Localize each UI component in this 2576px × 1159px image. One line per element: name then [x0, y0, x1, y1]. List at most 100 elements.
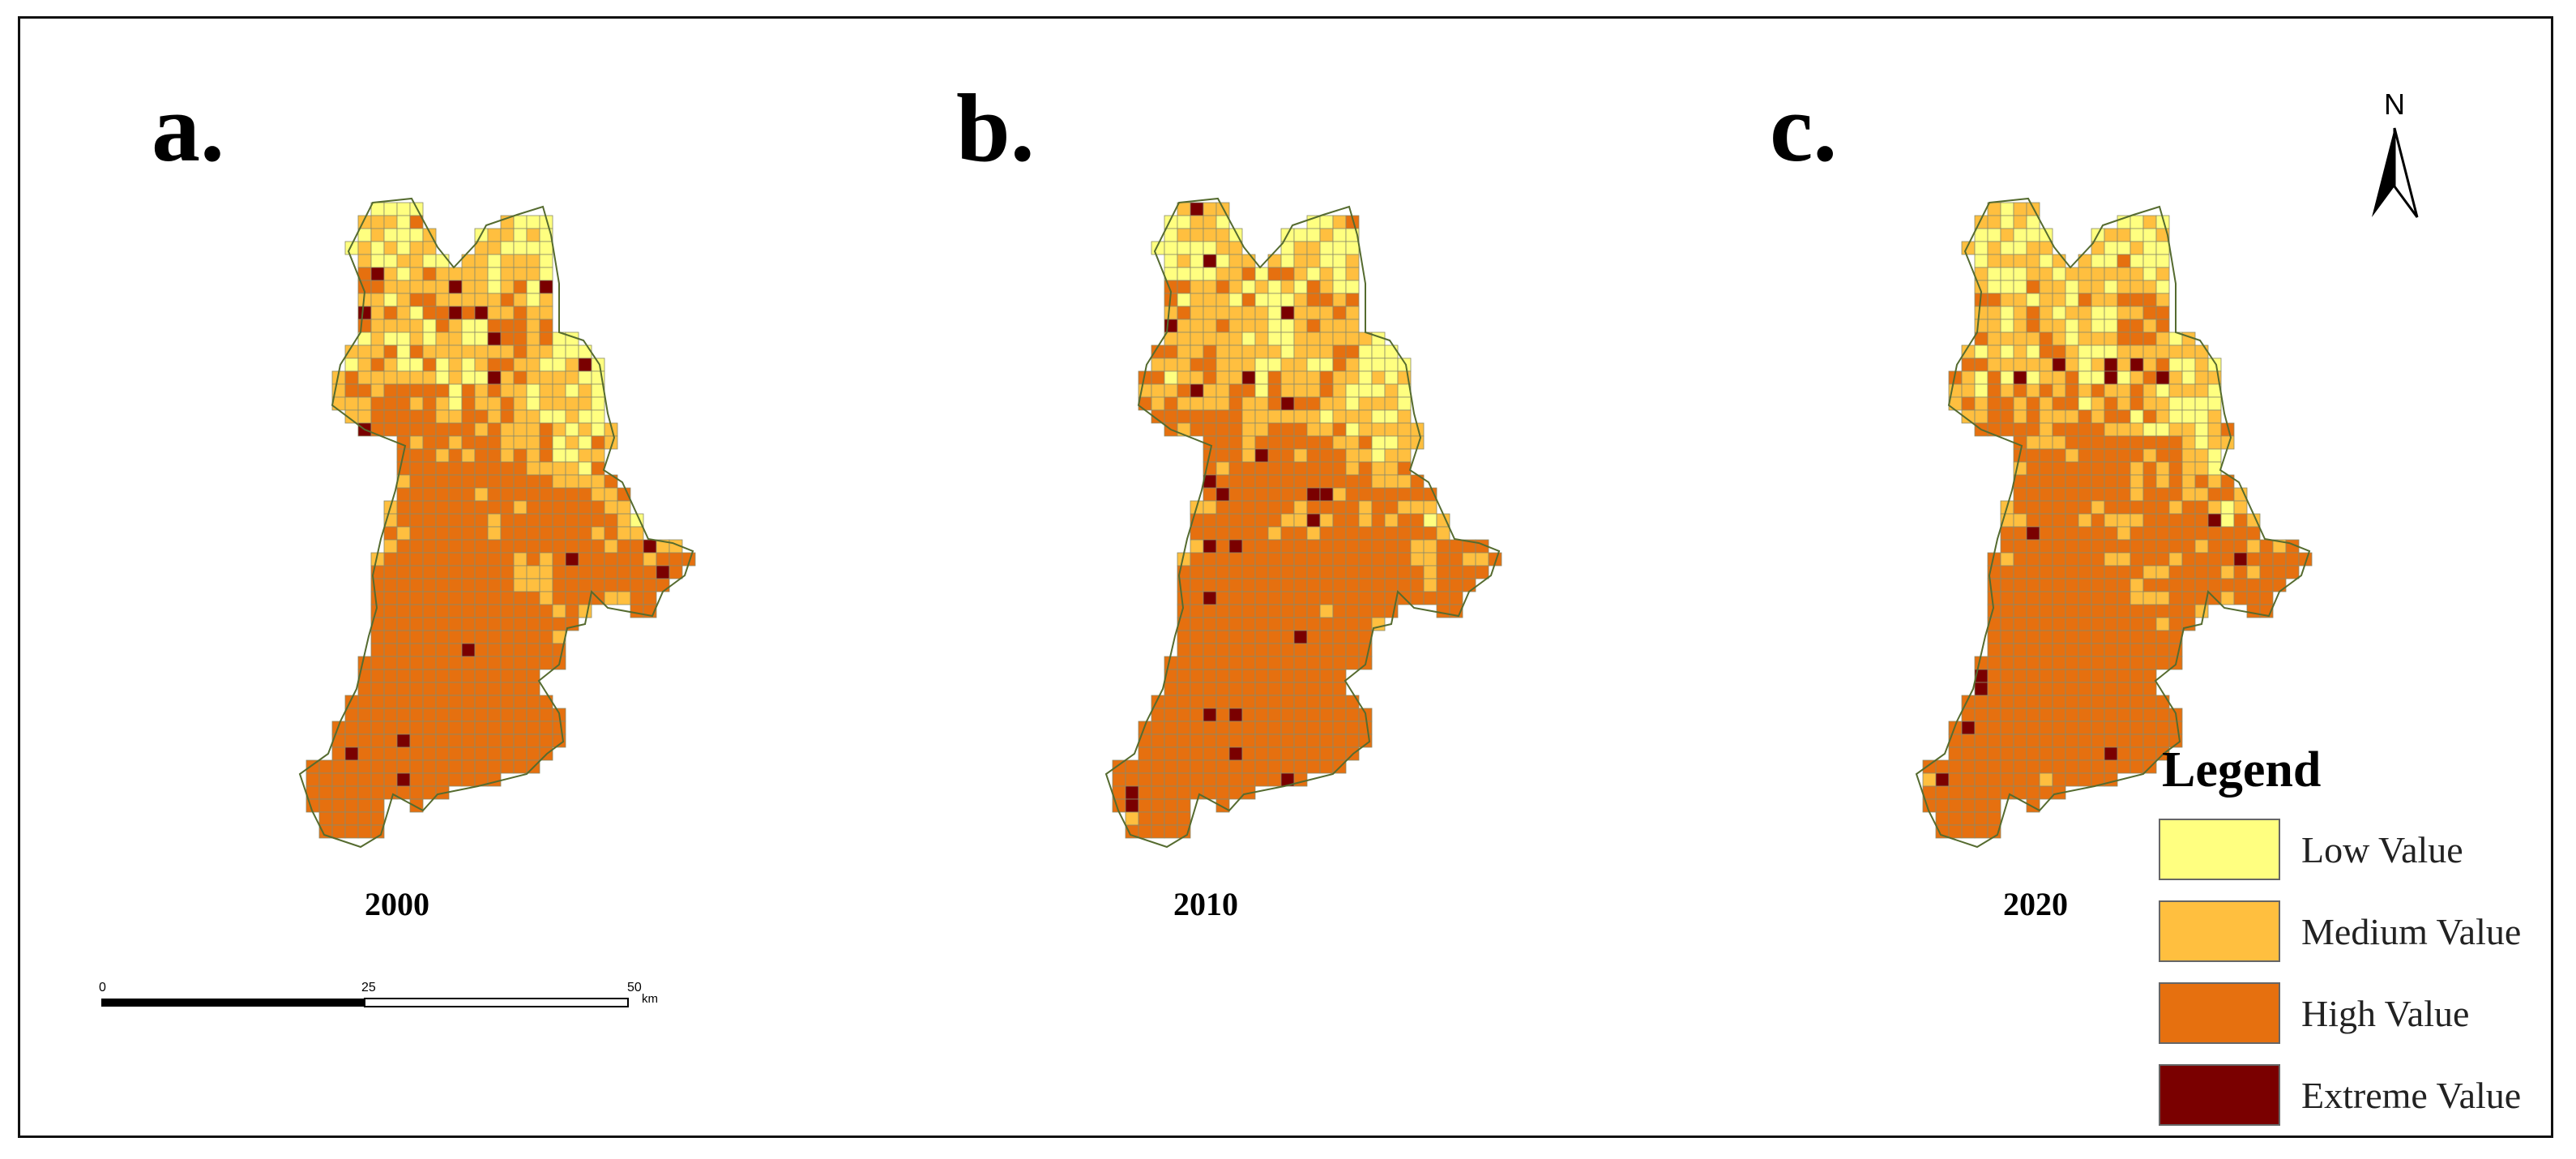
grid-cell: [1215, 746, 1230, 761]
grid-cell: [2130, 721, 2144, 735]
grid-cell: [2000, 630, 2014, 644]
grid-cell: [2130, 746, 2144, 761]
grid-cell: [435, 254, 450, 268]
grid-cell: [2039, 357, 2053, 372]
grid-cell: [1280, 319, 1295, 333]
grid-cell: [526, 656, 540, 670]
grid-cell: [1215, 293, 1230, 307]
grid-cell: [422, 526, 437, 541]
grid-cell: [1177, 759, 1191, 774]
grid-cell: [552, 591, 566, 605]
grid-cell: [1410, 578, 1425, 592]
grid-cell: [1987, 357, 2001, 372]
grid-cell: [1190, 409, 1204, 424]
grid-cell: [500, 695, 515, 709]
grid-cell: [2013, 319, 2027, 333]
grid-cell: [2078, 474, 2092, 489]
grid-cell: [1293, 461, 1308, 476]
grid-cell: [552, 617, 566, 631]
grid-cell: [2013, 513, 2027, 528]
grid-cell: [1254, 526, 1269, 541]
grid-cell: [318, 811, 333, 826]
grid-cell: [526, 578, 540, 592]
grid-cell: [1358, 500, 1373, 515]
grid-cell: [370, 215, 385, 229]
grid-cell: [383, 565, 398, 580]
grid-cell: [2091, 708, 2105, 722]
grid-cell: [539, 331, 553, 346]
grid-cell: [1293, 746, 1308, 761]
grid-cell: [1190, 319, 1204, 333]
grid-cell: [474, 422, 489, 437]
grid-cell: [1228, 487, 1243, 502]
grid-cell: [435, 344, 450, 359]
grid-cell: [539, 448, 553, 463]
grid-cell: [526, 228, 540, 242]
grid-cell: [409, 669, 424, 683]
grid-cell: [552, 370, 566, 385]
grid-cell: [422, 357, 437, 372]
grid-cell: [1138, 811, 1152, 826]
grid-cell: [1203, 578, 1217, 592]
grid-cell: [422, 435, 437, 450]
grid-cell: [565, 435, 579, 450]
grid-cell: [2142, 241, 2157, 255]
grid-cell: [513, 280, 528, 294]
grid-cell: [1987, 708, 2001, 722]
grid-cell: [1203, 409, 1217, 424]
grid-cell: [1293, 526, 1308, 541]
grid-cell: [1306, 617, 1321, 631]
grid-cell: [2078, 604, 2092, 618]
grid-cell: [1138, 824, 1152, 839]
grid-cell: [2104, 708, 2118, 722]
grid-cell: [1948, 746, 1963, 761]
grid-cell: [409, 500, 424, 515]
grid-cell: [1397, 396, 1412, 411]
grid-cell: [513, 591, 528, 605]
grid-cell: [1974, 811, 1989, 826]
grid-cell: [2052, 746, 2066, 761]
grid-cell: [1961, 785, 1976, 800]
grid-cell: [1974, 759, 1989, 774]
grid-cell: [604, 552, 618, 567]
grid-cell: [1190, 344, 1204, 359]
grid-cell: [2026, 280, 2040, 294]
grid-cell: [1319, 565, 1334, 580]
grid-cell: [1267, 578, 1282, 592]
grid-cell: [448, 267, 463, 281]
grid-cell: [2233, 578, 2248, 592]
grid-cell: [422, 721, 437, 735]
grid-cell: [1345, 422, 1360, 437]
grid-cell: [1203, 604, 1217, 618]
grid-cell: [422, 669, 437, 683]
grid-cell: [1987, 604, 2001, 618]
grid-cell: [1241, 591, 1256, 605]
grid-cell: [448, 513, 463, 528]
grid-cell: [396, 331, 411, 346]
grid-cell: [2000, 526, 2014, 541]
grid-cell: [2026, 331, 2040, 346]
grid-cell: [2155, 254, 2170, 268]
grid-cell: [1345, 435, 1360, 450]
grid-cell: [1319, 552, 1334, 567]
grid-cell: [435, 474, 450, 489]
grid-cell: [2117, 513, 2131, 528]
grid-cell: [1177, 772, 1191, 787]
grid-cell: [1254, 604, 1269, 618]
grid-cell: [409, 604, 424, 618]
grid-cell: [539, 578, 553, 592]
grid-cell: [1462, 565, 1476, 580]
grid-cell: [1306, 461, 1321, 476]
grid-cell: [2155, 474, 2170, 489]
grid-cell: [344, 811, 359, 826]
grid-cell: [2026, 539, 2040, 554]
grid-cell: [500, 669, 515, 683]
grid-cell: [1164, 824, 1178, 839]
grid-cell: [383, 319, 398, 333]
grid-cell: [383, 604, 398, 618]
grid-cell: [1190, 306, 1204, 320]
grid-cell: [2130, 435, 2144, 450]
grid-cell: [2078, 772, 2092, 787]
grid-cell: [604, 513, 618, 528]
grid-cell: [2000, 241, 2014, 255]
